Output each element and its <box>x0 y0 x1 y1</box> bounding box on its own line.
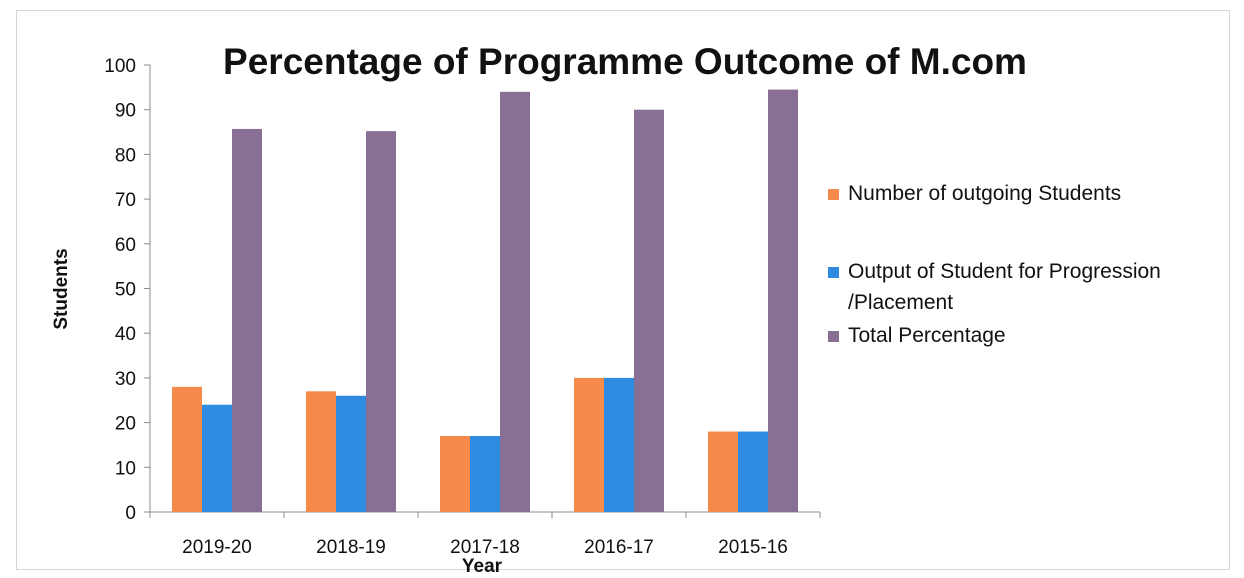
bar-2019-20-series-2 <box>202 404 232 512</box>
legend-label: Total Percentage <box>848 324 1006 347</box>
bar-2019-20-series-1 <box>172 386 202 512</box>
plot-area: 0 10 20 30 40 50 60 70 80 90 100 2019-20 2018-19 2017… <box>104 56 821 558</box>
bar-2018-19-series-3 <box>366 131 396 512</box>
bar-2017-18-series-2 <box>470 436 500 512</box>
legend-swatch <box>828 189 839 200</box>
y-tick-label: 80 <box>115 145 136 166</box>
y-tick-label: 30 <box>115 369 136 390</box>
bar-2016-17-series-1 <box>574 377 604 512</box>
bar-2015-16-series-3 <box>768 89 798 513</box>
legend-label: Number of outgoing Students <box>848 182 1122 205</box>
bar-2015-16-series-2 <box>738 431 768 512</box>
y-tick-label: 90 <box>115 101 136 122</box>
bar-2018-19-series-2 <box>336 395 366 512</box>
y-tick-label: 0 <box>125 503 136 524</box>
bar-2016-17-series-3 <box>634 109 664 512</box>
legend-swatch <box>828 267 839 278</box>
bar-2019-20-series-3 <box>232 128 262 512</box>
legend-item: Output of Student for Progression /Place… <box>828 256 1228 318</box>
y-tick-label: 100 <box>104 56 136 77</box>
y-tick-label: 40 <box>115 324 136 345</box>
bar-2018-19-series-1 <box>306 391 336 512</box>
chart-frame <box>16 10 1230 570</box>
y-tick-label: 10 <box>115 458 136 479</box>
x-axis-label: Year <box>462 556 503 577</box>
chart-legend: Number of outgoing Students Output of Stu… <box>828 178 1228 351</box>
chart-title: Percentage of Programme Outcome of M.com <box>223 41 1027 82</box>
bar-2017-18-series-3 <box>500 91 530 512</box>
legend-swatch <box>828 331 839 342</box>
y-axis-label: Students <box>51 248 72 329</box>
y-tick-label: 70 <box>115 190 136 211</box>
x-tick-label: 2015-16 <box>718 537 788 558</box>
y-tick-label: 60 <box>115 235 136 256</box>
y-tick-label: 50 <box>115 280 136 301</box>
x-tick-label: 2017-18 <box>450 537 520 558</box>
bar-2016-17-series-2 <box>604 377 634 512</box>
x-tick-label: 2016-17 <box>584 537 654 558</box>
legend-item: Total Percentage <box>828 320 1228 351</box>
bar-2015-16-series-1 <box>708 431 738 512</box>
x-tick-label: 2019-20 <box>182 537 252 558</box>
legend-label: Output of Student for Progression /Place… <box>848 260 1161 314</box>
legend-item: Number of outgoing Students <box>828 178 1228 209</box>
x-tick-label: 2018-19 <box>316 537 386 558</box>
bar-2017-18-series-1 <box>440 436 470 512</box>
y-tick-label: 20 <box>115 414 136 435</box>
